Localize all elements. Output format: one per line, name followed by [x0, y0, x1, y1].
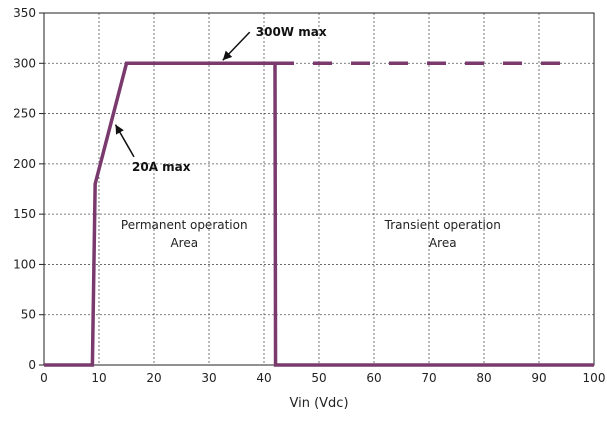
x-tick-label: 30 — [201, 371, 216, 385]
area-labels: Permanent operation Area Transient operati… — [121, 218, 501, 250]
area-label: Area — [429, 236, 457, 250]
x-tick-label: 40 — [256, 371, 271, 385]
annotation-arrow — [222, 31, 251, 61]
grid — [44, 13, 594, 365]
annotation-arrow — [114, 124, 135, 158]
area-label: Permanent operation — [121, 218, 248, 232]
y-tick-label: 150 — [13, 207, 36, 221]
x-tick-label: 80 — [476, 371, 491, 385]
y-tick-label: 200 — [13, 157, 36, 171]
x-axis-title: Vin (Vdc) — [289, 396, 348, 411]
area-label: Transient operation — [384, 218, 501, 232]
x-tick-label: 20 — [146, 371, 161, 385]
series-line-solid — [44, 61, 594, 367]
x-tick-label: 100 — [583, 371, 606, 385]
x-tick-label: 0 — [40, 371, 48, 385]
x-tick-label: 60 — [366, 371, 381, 385]
x-tick-label: 50 — [311, 371, 326, 385]
y-tick-label: 0 — [28, 358, 36, 372]
y-tick-label: 350 — [13, 6, 36, 20]
x-tick-label: 70 — [421, 371, 436, 385]
y-tick-label: 50 — [21, 308, 36, 322]
y-tick-label: 300 — [13, 56, 36, 70]
annotation-label: 20A max — [132, 160, 191, 174]
x-tick-label: 90 — [531, 371, 546, 385]
annotation-label: 300W max — [256, 25, 327, 39]
x-tick-label: 10 — [91, 371, 106, 385]
annotations: 300W max 20A max — [114, 25, 327, 174]
series — [44, 61, 594, 367]
y-tick-label: 100 — [13, 257, 36, 271]
y-tick-label: 250 — [13, 107, 36, 121]
ticks: 0 10 20 30 40 50 60 70 80 90 100 0 50 100 150 200 250 300… — [13, 6, 605, 385]
area-label: Area — [170, 236, 198, 250]
